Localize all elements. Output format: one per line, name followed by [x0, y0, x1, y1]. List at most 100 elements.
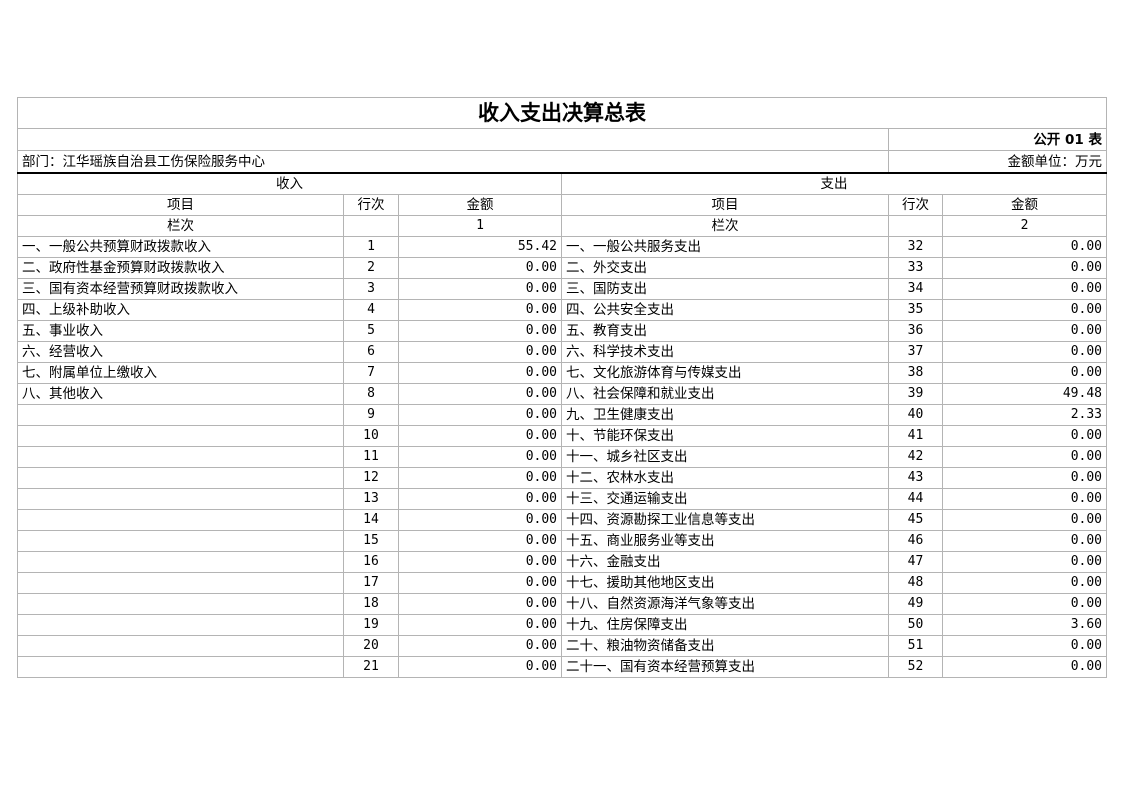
income-line-cell: 5	[343, 320, 399, 342]
expense-line-cell: 37	[888, 341, 943, 363]
income-line-cell: 20	[343, 635, 399, 657]
expense-line-cell: 43	[888, 467, 943, 489]
expense-item-cell: 二十一、国有资本经营预算支出	[561, 656, 889, 678]
expense-amount-cell: 0.00	[942, 257, 1107, 279]
income-line-cell: 1	[343, 236, 399, 258]
income-item-cell: 六、经营收入	[17, 341, 344, 363]
expense-item-cell: 十、节能环保支出	[561, 425, 889, 447]
income-line-cell: 9	[343, 404, 399, 426]
department-label: 部门：江华瑶族自治县工伤保险服务中心	[17, 150, 889, 174]
income-amount-cell: 0.00	[398, 593, 562, 615]
income-item-cell	[17, 635, 344, 657]
expense-item-cell: 八、社会保障和就业支出	[561, 383, 889, 405]
income-amount-cell: 0.00	[398, 383, 562, 405]
income-amount-cell: 0.00	[398, 425, 562, 447]
expense-line-cell: 40	[888, 404, 943, 426]
income-amount-cell: 0.00	[398, 572, 562, 594]
table-row: 三、国有资本经营预算财政拨款收入 3 0.00 三、国防支出 34 0.00	[17, 278, 1107, 300]
table-row: 六、经营收入 6 0.00 六、科学技术支出 37 0.00	[17, 341, 1107, 363]
expense-amount-cell: 0.00	[942, 362, 1107, 384]
expense-line-cell: 47	[888, 551, 943, 573]
income-line-cell: 3	[343, 278, 399, 300]
income-item-cell: 一、一般公共预算财政拨款收入	[17, 236, 344, 258]
income-line-cell: 18	[343, 593, 399, 615]
expense-amount-cell: 0.00	[942, 572, 1107, 594]
expense-line-cell: 45	[888, 509, 943, 531]
income-item-cell	[17, 446, 344, 468]
expense-item-cell: 七、文化旅游体育与传媒支出	[561, 362, 889, 384]
expense-amount-header: 金额	[942, 194, 1107, 216]
expense-line-cell: 32	[888, 236, 943, 258]
table-row: 五、事业收入 5 0.00 五、教育支出 36 0.00	[17, 320, 1107, 342]
expense-header: 支出	[561, 172, 1107, 195]
income-amount-cell: 0.00	[398, 404, 562, 426]
table-row: 20 0.00 二十、粮油物资储备支出 51 0.00	[17, 635, 1107, 657]
expense-item-cell: 六、科学技术支出	[561, 341, 889, 363]
table-row: 18 0.00 十八、自然资源海洋气象等支出 49 0.00	[17, 593, 1107, 615]
expense-amount-cell: 0.00	[942, 320, 1107, 342]
expense-line-cell: 36	[888, 320, 943, 342]
expense-line-cell: 35	[888, 299, 943, 321]
income-line-cell: 16	[343, 551, 399, 573]
expense-amount-cell: 0.00	[942, 425, 1107, 447]
blank-cell	[888, 215, 943, 237]
income-header: 收入	[17, 172, 562, 195]
expense-line-cell: 46	[888, 530, 943, 552]
income-item-cell: 二、政府性基金预算财政拨款收入	[17, 257, 344, 279]
table-row: 11 0.00 十一、城乡社区支出 42 0.00	[17, 446, 1107, 468]
income-amount-cell: 0.00	[398, 446, 562, 468]
income-item-cell	[17, 509, 344, 531]
expense-amount-cell: 0.00	[942, 530, 1107, 552]
income-amount-cell: 0.00	[398, 341, 562, 363]
expense-line-cell: 38	[888, 362, 943, 384]
expense-item-cell: 十四、资源勘探工业信息等支出	[561, 509, 889, 531]
expense-amount-cell: 0.00	[942, 341, 1107, 363]
expense-amount-cell: 0.00	[942, 467, 1107, 489]
income-amount-cell: 0.00	[398, 530, 562, 552]
unit-label: 金额单位：万元	[888, 150, 1107, 174]
expense-item-cell: 五、教育支出	[561, 320, 889, 342]
income-amount-cell: 55.42	[398, 236, 562, 258]
income-amount-cell: 0.00	[398, 278, 562, 300]
expense-item-header: 项目	[561, 194, 889, 216]
income-line-cell: 21	[343, 656, 399, 678]
income-item-cell	[17, 551, 344, 573]
expense-line-cell: 51	[888, 635, 943, 657]
income-item-header: 项目	[17, 194, 344, 216]
income-item-cell	[17, 593, 344, 615]
expense-item-cell: 二十、粮油物资储备支出	[561, 635, 889, 657]
table-row: 八、其他收入 8 0.00 八、社会保障和就业支出 39 49.48	[17, 383, 1107, 405]
table-row: 12 0.00 十二、农林水支出 43 0.00	[17, 467, 1107, 489]
income-amount-cell: 0.00	[398, 362, 562, 384]
expense-line-header: 行次	[888, 194, 943, 216]
income-amount-header: 金额	[398, 194, 562, 216]
income-line-cell: 11	[343, 446, 399, 468]
expense-amount-cell: 2.33	[942, 404, 1107, 426]
income-amount-cell: 0.00	[398, 488, 562, 510]
income-amount-cell: 0.00	[398, 551, 562, 573]
income-amount-cell: 0.00	[398, 656, 562, 678]
income-line-cell: 8	[343, 383, 399, 405]
table-row: 15 0.00 十五、商业服务业等支出 46 0.00	[17, 530, 1107, 552]
income-amount-cell: 0.00	[398, 635, 562, 657]
income-line-cell: 2	[343, 257, 399, 279]
expense-index-label: 栏次	[561, 215, 889, 237]
table-row: 9 0.00 九、卫生健康支出 40 2.33	[17, 404, 1107, 426]
expense-amount-cell: 0.00	[942, 635, 1107, 657]
table-row: 16 0.00 十六、金融支出 47 0.00	[17, 551, 1107, 573]
income-line-cell: 6	[343, 341, 399, 363]
income-amount-cell: 0.00	[398, 614, 562, 636]
income-expense-summary-table: 收入支出决算总表 公开 01 表 部门：江华瑶族自治县工伤保险服务中心 金额单位：…	[17, 97, 1107, 678]
income-amount-cell: 0.00	[398, 257, 562, 279]
income-item-cell	[17, 656, 344, 678]
income-line-cell: 15	[343, 530, 399, 552]
expense-amount-cell: 0.00	[942, 509, 1107, 531]
expense-amount-cell: 0.00	[942, 488, 1107, 510]
expense-amount-cell: 0.00	[942, 278, 1107, 300]
income-item-cell	[17, 425, 344, 447]
income-line-cell: 17	[343, 572, 399, 594]
table-row: 21 0.00 二十一、国有资本经营预算支出 52 0.00	[17, 656, 1107, 678]
table-row: 二、政府性基金预算财政拨款收入 2 0.00 二、外交支出 33 0.00	[17, 257, 1107, 279]
table-row: 13 0.00 十三、交通运输支出 44 0.00	[17, 488, 1107, 510]
expense-amount-cell: 0.00	[942, 593, 1107, 615]
